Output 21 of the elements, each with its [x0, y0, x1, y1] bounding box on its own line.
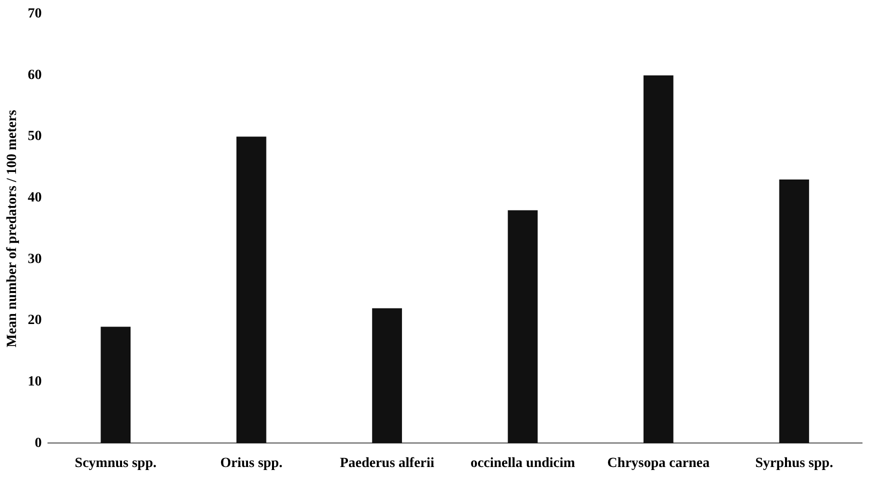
- x-tick-label: occinella undicim: [470, 456, 576, 472]
- bar: [779, 180, 810, 444]
- bar: [508, 210, 538, 444]
- x-tick-label: Orius spp.: [220, 456, 282, 472]
- bar: [644, 75, 674, 444]
- y-tick-label: 40: [28, 190, 42, 206]
- y-tick-label: 60: [28, 68, 42, 83]
- y-axis-title: Mean number of predators / 100 meters: [5, 109, 20, 348]
- bar: [236, 136, 266, 444]
- y-tick-label: 30: [28, 252, 42, 267]
- x-tick-label: Paederus alferii: [340, 456, 434, 472]
- x-tick-label: Syrphus spp.: [755, 456, 834, 472]
- y-tick-label: 50: [28, 129, 42, 144]
- x-tick-label: Scymnus spp.: [74, 456, 156, 472]
- y-tick-label: 70: [28, 6, 42, 22]
- bar: [372, 308, 402, 444]
- y-tick-label: 20: [28, 313, 42, 328]
- x-tick-label: Chrysopa carnea: [607, 456, 710, 472]
- y-tick-label: 10: [28, 374, 42, 390]
- y-tick-label: 0: [34, 436, 42, 451]
- bar: [100, 326, 131, 444]
